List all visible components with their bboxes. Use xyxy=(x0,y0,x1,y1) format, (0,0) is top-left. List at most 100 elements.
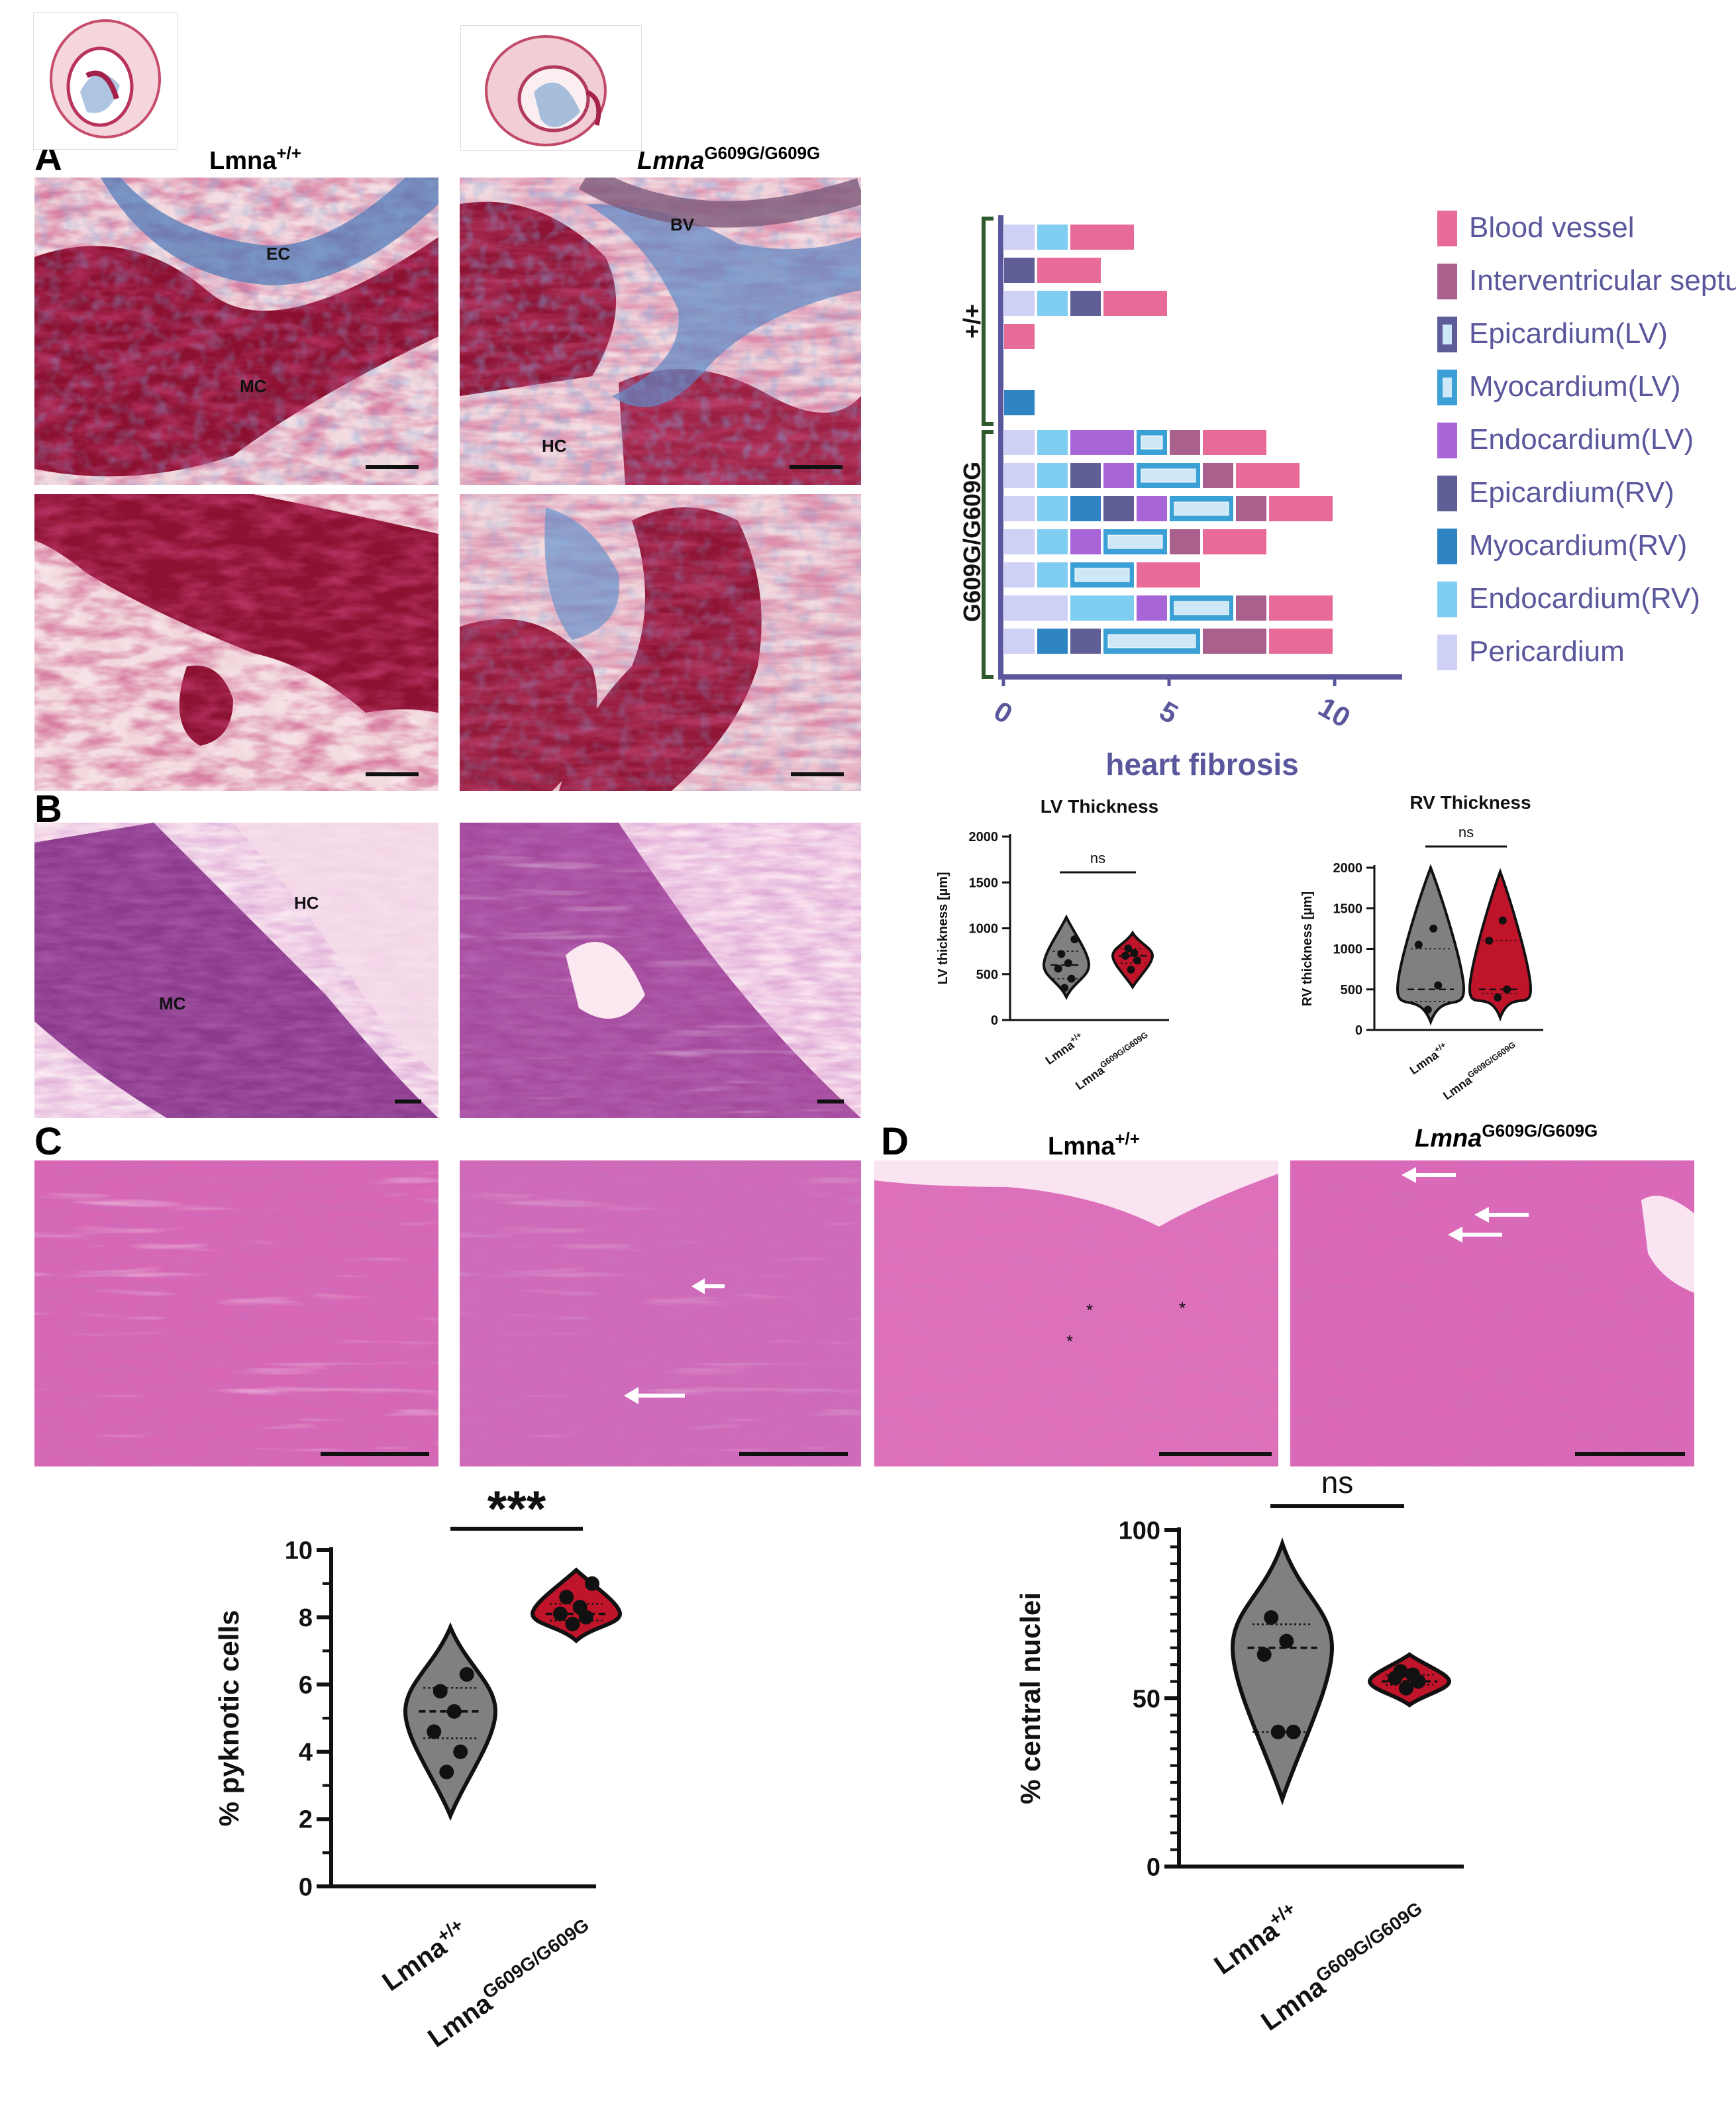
bar-segment xyxy=(1003,627,1036,655)
data-point xyxy=(439,1765,454,1780)
data-point xyxy=(1286,1724,1301,1739)
scale-bar xyxy=(366,772,419,776)
bar-segment xyxy=(1168,429,1201,456)
data-point xyxy=(1256,1647,1272,1662)
data-point xyxy=(1405,1667,1421,1682)
legend-swatch xyxy=(1437,635,1457,670)
legend-label: Epicardium(LV) xyxy=(1469,317,1668,350)
violin-shape xyxy=(1468,868,1533,1022)
bar-segment xyxy=(1069,495,1102,523)
data-point xyxy=(1121,952,1130,960)
category-label: Lmna+/+ xyxy=(1207,1898,1305,1980)
y-tick-label: 0 xyxy=(991,1013,998,1028)
data-point xyxy=(1414,941,1423,949)
legend-label: Myocardium(RV) xyxy=(1469,529,1687,562)
panel-label-d: D xyxy=(881,1120,909,1163)
data-point xyxy=(1133,956,1141,964)
legend-label: Epicardium(RV) xyxy=(1469,476,1674,509)
data-point xyxy=(446,1704,462,1719)
y-tick-label: 4 xyxy=(299,1739,313,1767)
legend-swatch xyxy=(1437,529,1457,564)
bar-segment xyxy=(1102,289,1168,317)
bar-segment-inner xyxy=(1174,501,1229,516)
bar-segment xyxy=(1135,561,1201,589)
x-tick-label: 10 xyxy=(1313,691,1356,733)
category-label: Lmna+/+ xyxy=(375,1914,474,1997)
category-label: LmnaG609G/G609G xyxy=(1440,1040,1521,1102)
group-label-mutant: G609G/G609G xyxy=(958,462,986,622)
bar-segment xyxy=(1003,528,1036,556)
asterisk-marker: * xyxy=(1066,1331,1073,1351)
bar-segment xyxy=(1135,594,1168,622)
label-bv: BV xyxy=(670,215,695,234)
bar-segment xyxy=(1201,462,1235,489)
legend-label: Interventricular septum xyxy=(1469,264,1736,297)
violin-shape xyxy=(1111,930,1154,990)
bar-segment xyxy=(1003,561,1036,589)
data-point xyxy=(1124,944,1133,952)
x-tick-label: 5 xyxy=(1154,695,1184,729)
micrograph-d-mutant-he xyxy=(1290,1160,1694,1466)
legend-swatch xyxy=(1437,423,1457,458)
legend-swatch xyxy=(1437,582,1457,617)
bar-segment xyxy=(1268,495,1334,523)
bar-segment xyxy=(1036,495,1069,523)
bar-segment-inner xyxy=(1141,468,1196,483)
data-point xyxy=(1279,1633,1294,1649)
data-point xyxy=(585,1576,600,1591)
y-tick-label: 50 xyxy=(1133,1685,1160,1713)
data-point xyxy=(459,1666,474,1682)
genotype-label-wt-a: Lmna+/+ xyxy=(209,143,301,175)
y-tick-label: 0 xyxy=(299,1873,313,1901)
bar-segment xyxy=(1268,594,1334,622)
y-axis-label: % central nuclei xyxy=(1015,1592,1046,1804)
genotype-label-wt-d: Lmna+/+ xyxy=(1048,1129,1140,1160)
bar-segment-inner xyxy=(1174,601,1229,615)
significance-label: *** xyxy=(487,1481,546,1537)
bar-segment xyxy=(1036,462,1069,489)
scale-bar xyxy=(739,1452,848,1456)
significance-label: ns xyxy=(1090,850,1105,866)
bar-segment xyxy=(1069,223,1135,251)
data-point xyxy=(1434,981,1443,990)
legend-swatch xyxy=(1437,264,1457,299)
data-point xyxy=(1393,1664,1408,1679)
data-point xyxy=(427,1724,442,1739)
data-point xyxy=(1498,916,1507,925)
micrograph-a2-wt-trichrome xyxy=(34,494,438,791)
legend-label: Myocardium(LV) xyxy=(1469,370,1680,403)
data-point xyxy=(565,1616,580,1631)
micrograph-d-wt-he: * * * xyxy=(874,1160,1278,1466)
bar-segment xyxy=(1069,462,1102,489)
bar-segment xyxy=(1135,495,1168,523)
violin-shape xyxy=(1230,1537,1335,1806)
y-tick-label: 100 xyxy=(1119,1517,1160,1545)
pyknotic-cells-violin-chart: % pyknotic cells0246810Lmna+/+LmnaG609G/… xyxy=(213,1481,623,2053)
scale-bar xyxy=(817,1100,844,1103)
bar-segment xyxy=(1102,495,1135,523)
y-axis-label: LV thickness [µm] xyxy=(936,872,950,984)
bar-segment xyxy=(1003,323,1036,350)
asterisk-marker: * xyxy=(1086,1300,1093,1320)
data-point xyxy=(1127,965,1135,974)
y-tick-label: 500 xyxy=(1341,983,1362,998)
data-point xyxy=(433,1684,448,1699)
y-tick-label: 2000 xyxy=(969,830,999,845)
label-hc-b: HC xyxy=(294,893,319,913)
bar-segment xyxy=(1235,495,1268,523)
x-tick-label: 0 xyxy=(989,695,1018,729)
legend-swatch xyxy=(1437,476,1457,511)
bar-segment xyxy=(1069,627,1102,655)
rv-thickness-violin-chart: RV Thickness RV thickness [µm] 0 500 1000 150… xyxy=(1300,792,1543,1102)
central-nuclei-violin-chart: % central nuclei050100Lmna+/+LmnaG609G/G… xyxy=(1015,1465,1464,2037)
bar-segment xyxy=(1235,462,1301,489)
scale-bar xyxy=(395,1100,421,1103)
x-axis-label: heart fibrosis xyxy=(1105,747,1298,782)
bar-segment xyxy=(1003,223,1036,251)
data-point xyxy=(1398,1680,1413,1696)
significance-label: ns xyxy=(1321,1465,1354,1500)
group-label-wt: +/+ xyxy=(958,304,986,338)
y-tick-label: 0 xyxy=(1147,1853,1160,1881)
scale-bar xyxy=(321,1452,429,1456)
asterisk-marker: * xyxy=(1179,1298,1186,1318)
